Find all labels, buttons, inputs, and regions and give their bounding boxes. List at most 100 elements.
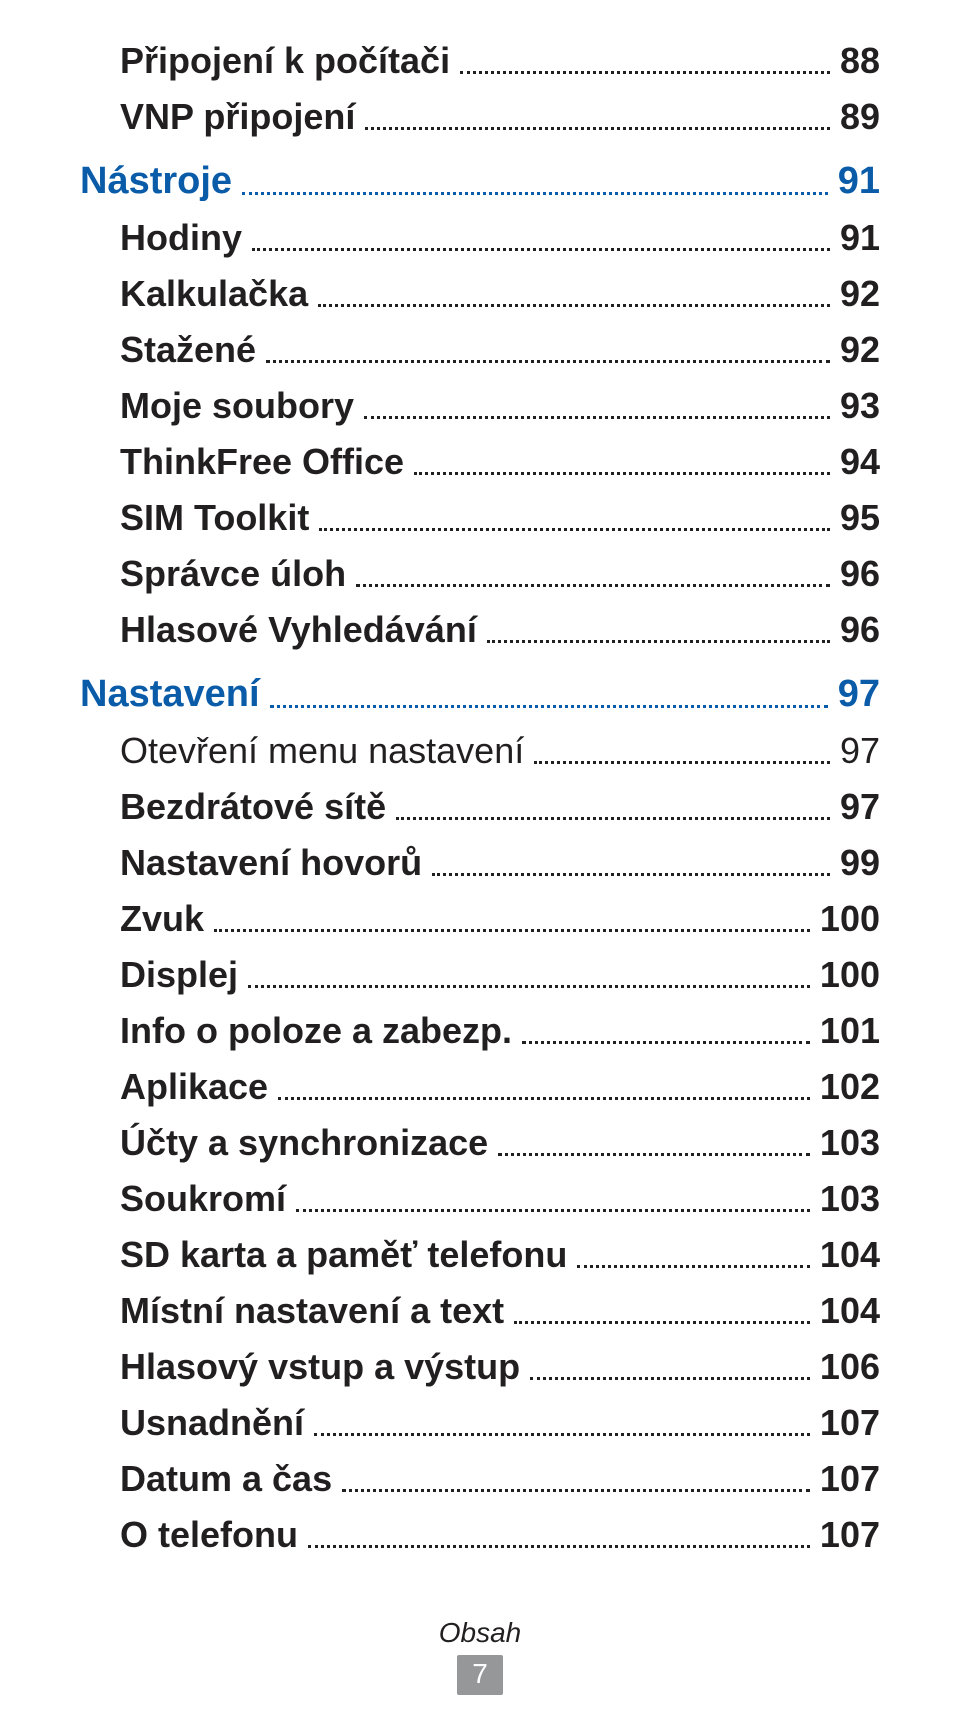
toc-leader [534,761,830,764]
toc-leader [248,985,810,988]
toc-page-number: 97 [838,673,880,716]
toc-page-number: 100 [820,954,880,996]
toc-leader [522,1041,810,1044]
toc-page-number: 107 [820,1402,880,1444]
toc-label: Zvuk [120,898,204,940]
toc-row: Nástroje 91 [80,160,880,203]
toc-label: Moje soubory [120,385,354,427]
toc-label: Připojení k počítači [120,40,450,82]
toc-page-number: 106 [820,1346,880,1388]
toc-row: ThinkFree Office 94 [80,441,880,483]
toc-row: Usnadnění107 [80,1402,880,1444]
toc-row: Otevření menu nastavení 97 [80,730,880,772]
toc-leader [318,304,830,307]
toc-label: Kalkulačka [120,273,308,315]
toc-row: SIM Toolkit 95 [80,497,880,539]
toc-label: Otevření menu nastavení [120,730,524,772]
toc-page-number: 104 [820,1234,880,1276]
toc-page-number: 92 [840,329,880,371]
toc-label: Nastavení hovorů [120,842,422,884]
toc-label: Hodiny [120,217,242,259]
toc-page-number: 96 [840,609,880,651]
toc-row: Zvuk 100 [80,898,880,940]
toc-label: Nastavení [80,673,260,716]
toc-label: SIM Toolkit [120,497,309,539]
toc-page-number: 96 [840,553,880,595]
toc-page-number: 93 [840,385,880,427]
toc-row: SD karta a paměť telefonu104 [80,1234,880,1276]
toc-label: Stažené [120,329,256,371]
toc-leader [364,416,830,419]
toc-page-number: 103 [820,1178,880,1220]
toc-row: Bezdrátové sítě 97 [80,786,880,828]
toc-row: Moje soubory 93 [80,385,880,427]
toc-page-number: 97 [840,730,880,772]
toc-leader [487,640,830,643]
toc-page-number: 99 [840,842,880,884]
toc-label: Správce úloh [120,553,346,595]
toc-leader [365,127,830,130]
toc-page-number: 88 [840,40,880,82]
toc-row: Připojení k počítači 88 [80,40,880,82]
toc-page-number: 92 [840,273,880,315]
toc-leader [270,705,828,708]
toc-row: Datum a čas 107 [80,1458,880,1500]
toc-leader [460,71,830,74]
footer-page-number: 7 [457,1655,503,1695]
toc-leader [498,1153,810,1156]
toc-label: ThinkFree Office [120,441,404,483]
toc-row: Aplikace 102 [80,1066,880,1108]
toc-leader [296,1209,810,1212]
page: Připojení k počítači 88 VNP připojení 89 Nás… [0,0,960,1725]
toc-leader [577,1265,810,1268]
toc-leader [432,873,830,876]
toc-leader [514,1321,810,1324]
toc-row: O telefonu107 [80,1514,880,1556]
toc-row: Nastavení hovorů 99 [80,842,880,884]
toc-leader [530,1377,810,1380]
toc-page-number: 94 [840,441,880,483]
toc-leader [396,817,830,820]
toc-label: Místní nastavení a text [120,1290,504,1332]
toc-page-number: 107 [820,1514,880,1556]
toc-leader [252,248,830,251]
toc-label: Bezdrátové sítě [120,786,386,828]
toc-row: Hlasové Vyhledávání96 [80,609,880,651]
table-of-contents: Připojení k počítači 88 VNP připojení 89 Nás… [80,40,880,1556]
toc-page-number: 101 [820,1010,880,1052]
toc-label: Datum a čas [120,1458,332,1500]
toc-row: VNP připojení 89 [80,96,880,138]
toc-row: Hlasový vstup a výstup 106 [80,1346,880,1388]
toc-page-number: 95 [840,497,880,539]
toc-page-number: 100 [820,898,880,940]
toc-page-number: 91 [838,160,880,203]
toc-label: Nástroje [80,160,232,203]
toc-row: Displej100 [80,954,880,996]
toc-leader [314,1433,810,1436]
toc-leader [414,472,830,475]
toc-row: Účty a synchronizace103 [80,1122,880,1164]
toc-leader [356,584,830,587]
toc-label: VNP připojení [120,96,355,138]
toc-leader [278,1097,810,1100]
toc-leader [242,192,828,195]
toc-leader [266,360,830,363]
toc-page-number: 97 [840,786,880,828]
toc-row: Soukromí 103 [80,1178,880,1220]
toc-page-number: 91 [840,217,880,259]
toc-label: Soukromí [120,1178,286,1220]
footer-section-title: Obsah [0,1617,960,1649]
toc-page-number: 89 [840,96,880,138]
toc-leader [214,929,810,932]
toc-label: Hlasový vstup a výstup [120,1346,520,1388]
toc-row: Stažené 92 [80,329,880,371]
toc-row: Místní nastavení a text104 [80,1290,880,1332]
page-footer: Obsah 7 [0,1617,960,1695]
toc-page-number: 107 [820,1458,880,1500]
toc-row: Info o poloze a zabezp. 101 [80,1010,880,1052]
toc-row: Kalkulačka 92 [80,273,880,315]
toc-page-number: 102 [820,1066,880,1108]
toc-label: Info o poloze a zabezp. [120,1010,512,1052]
toc-leader [319,528,830,531]
toc-label: Aplikace [120,1066,268,1108]
